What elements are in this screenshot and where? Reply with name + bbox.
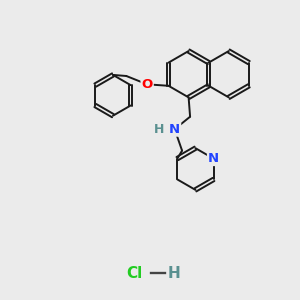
Text: N: N — [208, 152, 219, 165]
Text: O: O — [142, 78, 153, 91]
Text: Cl: Cl — [126, 266, 143, 281]
Text: H: H — [154, 123, 164, 136]
Text: H: H — [168, 266, 181, 281]
Text: N: N — [169, 123, 180, 136]
